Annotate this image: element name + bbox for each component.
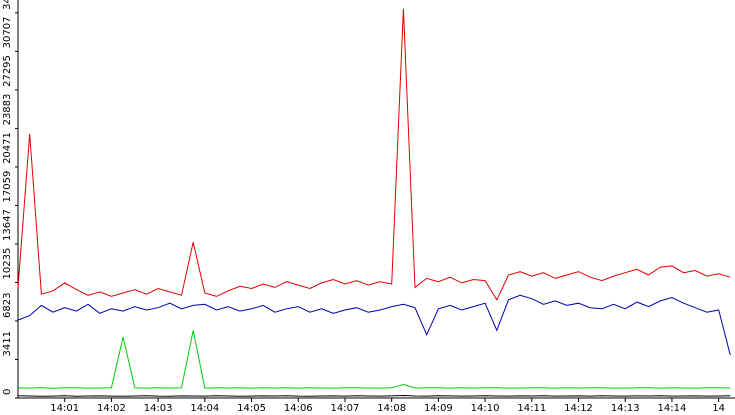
series-line	[17, 394, 731, 397]
x-tick-label: 14	[712, 403, 725, 414]
x-tick-label: 14:14	[658, 403, 687, 414]
y-tick-label: 20471	[2, 132, 13, 164]
y-tick-label: 30707	[2, 17, 13, 49]
y-tick-label: 13647	[2, 209, 13, 241]
y-tick-label: 3411	[2, 331, 13, 356]
x-tick-label: 14:02	[97, 403, 126, 414]
y-tick-label: 23883	[2, 94, 13, 126]
x-tick-label: 14:05	[237, 403, 266, 414]
y-tick-label: 17059	[2, 171, 13, 203]
y-tick-label: 34119	[2, 0, 13, 10]
x-tick-label: 14:11	[517, 403, 546, 414]
x-tick-label: 14:06	[284, 403, 313, 414]
y-tick-label: 0	[2, 389, 13, 395]
series-line	[17, 8, 731, 301]
y-tick-label: 6823	[2, 293, 13, 318]
series-line	[17, 330, 731, 389]
x-tick-label: 14:10	[471, 403, 500, 414]
x-tick-label: 14:08	[377, 403, 406, 414]
x-tick-label: 14:12	[564, 403, 593, 414]
x-tick-label: 14:03	[144, 403, 173, 414]
y-tick-label: 10235	[2, 248, 13, 280]
series-line	[17, 294, 731, 356]
x-tick-label: 14:01	[50, 403, 79, 414]
x-tick-label: 14:09	[424, 403, 453, 414]
x-tick-label: 14:13	[611, 403, 640, 414]
y-tick-label: 27295	[2, 55, 13, 87]
x-tick-label: 14:07	[331, 403, 360, 414]
x-tick-label: 14:04	[190, 403, 219, 414]
